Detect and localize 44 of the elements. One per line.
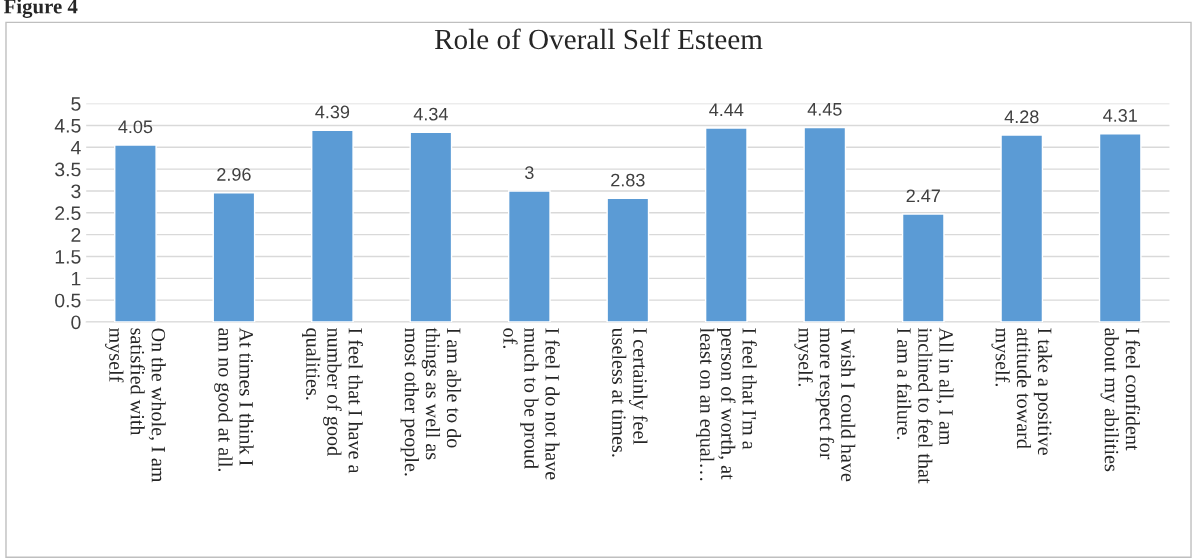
- data-label: 2.47: [906, 189, 940, 203]
- data-label: 4.28: [1004, 110, 1039, 124]
- bar: [507, 190, 551, 322]
- x-tick-label: On the whole, I am satisfied with myself: [105, 327, 166, 483]
- bar: [704, 127, 748, 322]
- y-tick-label: 4.5: [54, 119, 81, 133]
- x-tick-label: All in all, I am inclined to feel that I am a failure.: [897, 327, 954, 484]
- bar: [803, 126, 847, 322]
- y-tick-label: 2: [71, 228, 81, 242]
- data-label: 2.96: [217, 168, 251, 181]
- bar: [1098, 133, 1142, 322]
- x-tick-label: I am able to do things as well as most other people.: [400, 327, 462, 476]
- x-tick-label: I feel that I'm a person of worth, at least on an equal…: [695, 327, 757, 481]
- y-tick-label: 0: [71, 315, 81, 330]
- data-label: 4.45: [807, 103, 842, 116]
- y-tick-label: 5: [71, 97, 81, 111]
- y-tick-label: 2.5: [55, 206, 81, 221]
- y-tick-label: 3: [71, 184, 81, 199]
- bar: [901, 213, 945, 322]
- data-label: 4.05: [118, 120, 153, 134]
- bar: [606, 197, 650, 322]
- y-tick-label: 4: [70, 140, 81, 155]
- x-tick-label: I certainly feel useless at times.: [612, 327, 648, 457]
- y-tick-label: 3.5: [55, 162, 81, 177]
- y-tick-label: 1.5: [55, 250, 81, 264]
- x-tick-label: I wish I could have more respect for myself.: [794, 327, 856, 482]
- data-label: 4.34: [413, 107, 448, 121]
- data-label: 4.44: [709, 103, 744, 116]
- data-label: 2.83: [611, 173, 645, 187]
- data-label: 4.39: [315, 105, 350, 119]
- data-label: 3: [525, 166, 534, 180]
- x-tick-label: I feel I do not have much to be proud of.: [503, 327, 560, 480]
- x-tick-label: I take a positive attitude toward myself.: [991, 327, 1053, 455]
- bar: [212, 192, 256, 322]
- data-label: 4.31: [1103, 109, 1137, 122]
- chart-title: Role of Overall Self Esteem: [434, 28, 763, 50]
- bar: [114, 144, 157, 322]
- x-tick-label: At times I think I am no good at all.: [214, 327, 254, 472]
- y-tick-label: 0.5: [55, 293, 81, 308]
- bar: [311, 129, 354, 322]
- x-tick-label: I feel that I have a number of good qualities.: [302, 328, 363, 474]
- y-tick-label: 1: [71, 271, 81, 286]
- bar: [409, 131, 453, 322]
- bar: [1000, 134, 1044, 322]
